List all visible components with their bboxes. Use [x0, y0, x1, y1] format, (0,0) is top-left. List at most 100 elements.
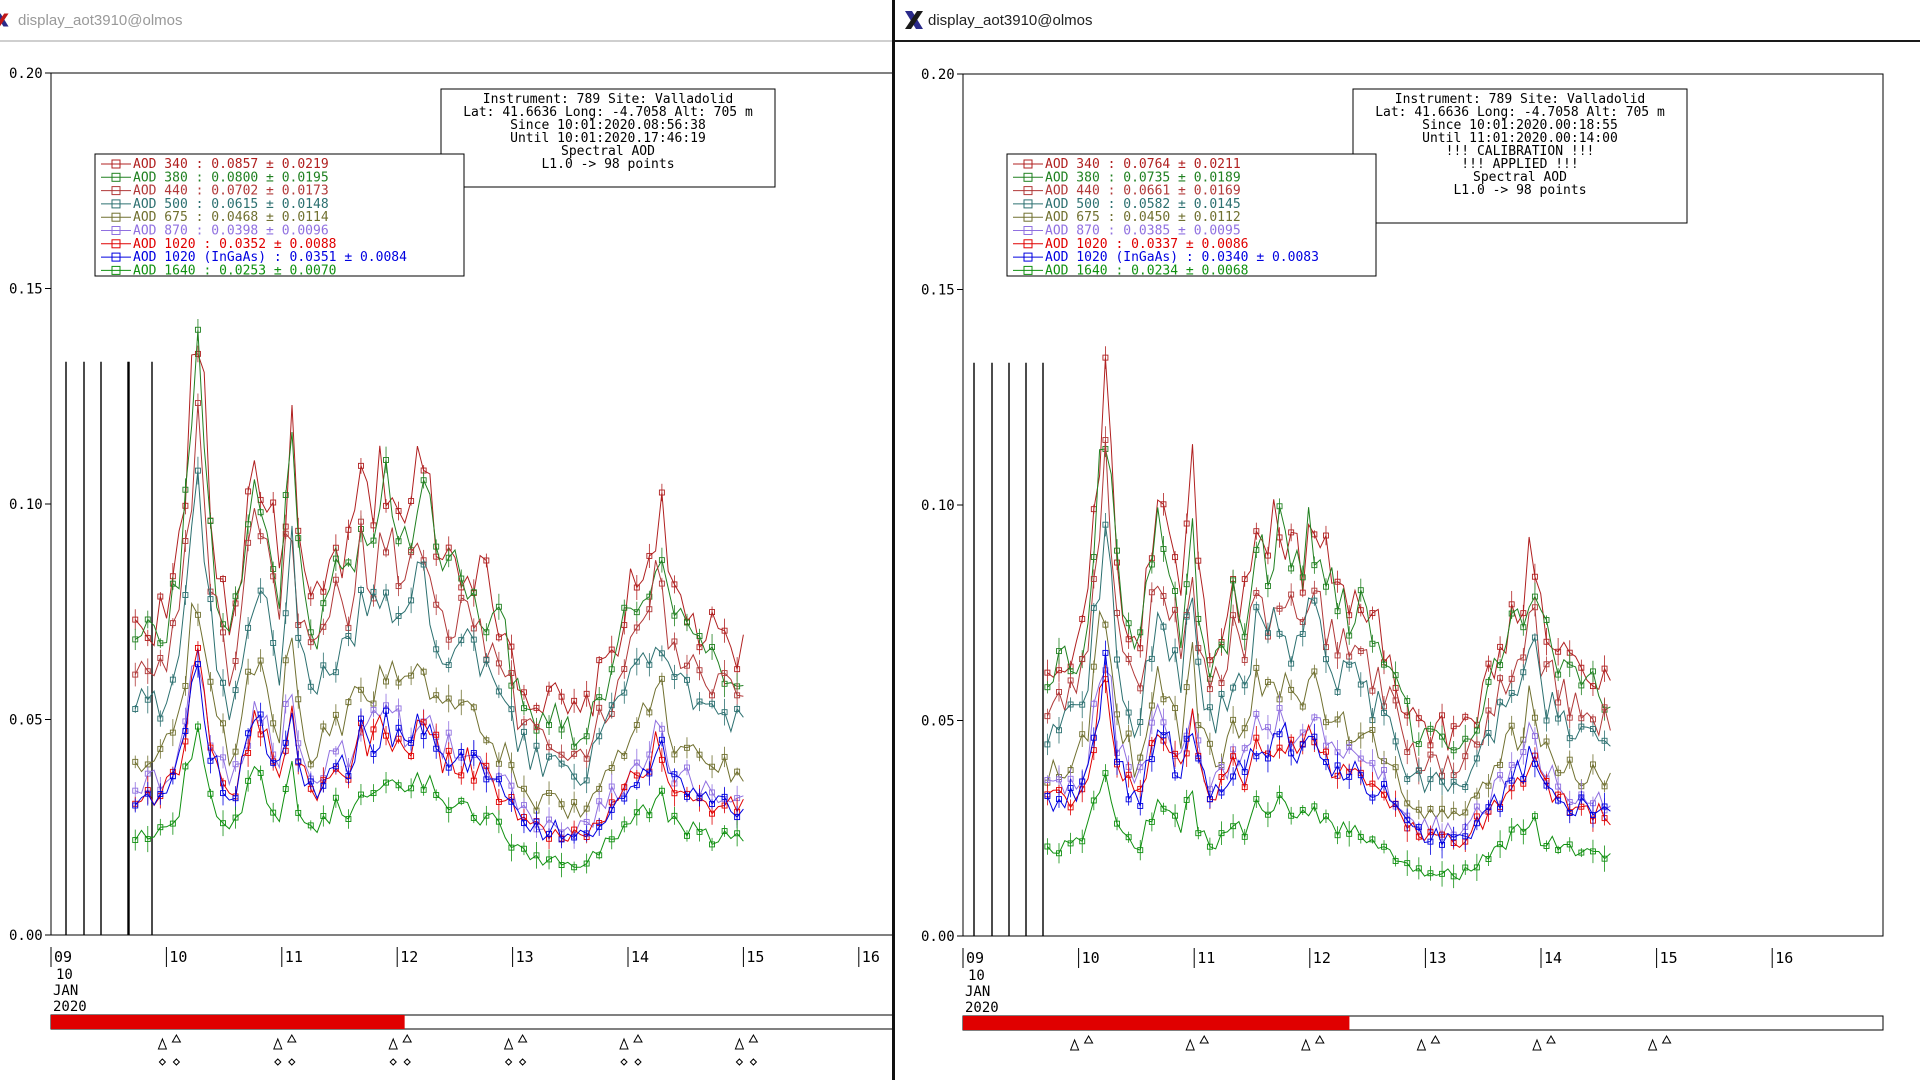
data-point: [521, 689, 527, 696]
data-point: [495, 818, 502, 825]
window-titlebar[interactable]: display_aot3910@olmos: [895, 0, 1920, 42]
data-point: [1044, 684, 1051, 691]
aod-window-right[interactable]: display_aot3910@olmos 0.20 0.15 0.10 0.05 0.…: [895, 0, 1920, 1080]
data-point: [1369, 836, 1376, 843]
info-box: [1352, 88, 1688, 224]
data-point: [1288, 812, 1295, 819]
data-point: [1183, 520, 1190, 527]
diamond-marker-icon: [504, 1058, 527, 1066]
data-point: [1311, 803, 1318, 810]
data-point: [132, 802, 139, 809]
data-point: [1415, 833, 1422, 840]
data-point: [1427, 751, 1434, 758]
data-point: [1392, 764, 1399, 771]
data-point: [1473, 741, 1480, 748]
data-point: [220, 820, 226, 827]
data-point: [245, 749, 252, 756]
data-point: [1323, 719, 1329, 726]
legend-swatch-marker: [1023, 226, 1033, 235]
data-point: [1276, 503, 1283, 510]
data-point: [1241, 784, 1248, 791]
x-tick-label: 16: [1775, 949, 1793, 967]
y-tick-label: 0.20: [921, 67, 955, 83]
data-point: [508, 670, 515, 676]
data-point: [1044, 713, 1051, 720]
date-label: 10: [968, 968, 985, 984]
series-line: [1046, 524, 1611, 794]
data-point: [1578, 682, 1585, 689]
window-titlebar[interactable]: display_aot3910@olmos: [0, 0, 893, 42]
series-line: [1046, 609, 1611, 820]
y-tick-label: 0.05: [9, 713, 43, 729]
data-point: [1195, 830, 1202, 837]
data-point: [1473, 803, 1480, 810]
series-aod440: [132, 393, 744, 769]
data-point: [1601, 737, 1608, 744]
data-point: [1125, 636, 1132, 643]
data-point: [1357, 833, 1364, 840]
data-point: [1264, 724, 1271, 731]
data-point: [220, 720, 226, 727]
data-point: [470, 777, 477, 784]
data-point: [1555, 846, 1562, 853]
data-point: [1357, 732, 1364, 739]
data-point: [1079, 701, 1086, 708]
data-point: [470, 814, 477, 821]
data-point: [1090, 734, 1097, 741]
data-point: [646, 661, 653, 668]
data-point: [508, 782, 515, 789]
sun-marker-icon: [388, 1033, 413, 1050]
series-line: [1046, 439, 1611, 778]
data-point: [596, 852, 603, 859]
data-point: [320, 782, 327, 789]
data-point: [1404, 800, 1411, 807]
data-point: [521, 785, 527, 792]
data-point: [1241, 656, 1248, 663]
data-point: [533, 742, 540, 749]
data-point: [1543, 638, 1550, 645]
data-point: [358, 791, 364, 798]
x-tick-label: 10: [1082, 949, 1100, 967]
data-point: [1323, 532, 1329, 539]
data-point: [182, 537, 189, 544]
data-point: [320, 813, 327, 819]
data-point: [1288, 750, 1295, 757]
day-progress-fill: [51, 1015, 405, 1029]
data-point: [696, 794, 703, 801]
data-point: [1160, 732, 1167, 739]
data-point: [1473, 755, 1480, 762]
data-point: [571, 773, 578, 780]
data-point: [621, 821, 628, 828]
data-point: [245, 521, 252, 528]
data-point: [1125, 709, 1132, 716]
data-point: [734, 830, 741, 837]
aod-window-left[interactable]: display_aot3910@olmos 0.20 0.15 0.10 0.05 0.…: [0, 0, 893, 1080]
data-point: [458, 749, 465, 755]
data-point: [1102, 521, 1109, 528]
date-label: 10: [56, 967, 73, 983]
legend-entry: AOD 675 : 0.0468 ± 0.0114: [133, 210, 329, 225]
legend-entry: AOD 500 : 0.0582 ± 0.0145: [1045, 197, 1241, 212]
data-point: [1160, 696, 1167, 703]
data-point: [583, 777, 590, 784]
data-point: [1589, 668, 1596, 675]
data-point: [1485, 660, 1492, 667]
data-point: [521, 705, 527, 712]
data-point: [295, 809, 302, 816]
data-point: [1241, 745, 1248, 752]
data-point: [1357, 681, 1364, 688]
data-point: [1520, 654, 1527, 661]
data-point: [558, 693, 565, 700]
data-point: [1334, 716, 1341, 723]
data-point: [182, 682, 189, 689]
x-tick-label: 13: [516, 948, 534, 966]
data-point: [608, 806, 615, 813]
data-point: [696, 644, 703, 651]
data-point: [1148, 719, 1155, 726]
data-point: [1079, 838, 1086, 845]
data-point: [1253, 734, 1260, 741]
series-aod500: [132, 456, 744, 794]
data-point: [508, 706, 515, 713]
data-point: [596, 694, 603, 701]
data-point: [395, 724, 402, 731]
